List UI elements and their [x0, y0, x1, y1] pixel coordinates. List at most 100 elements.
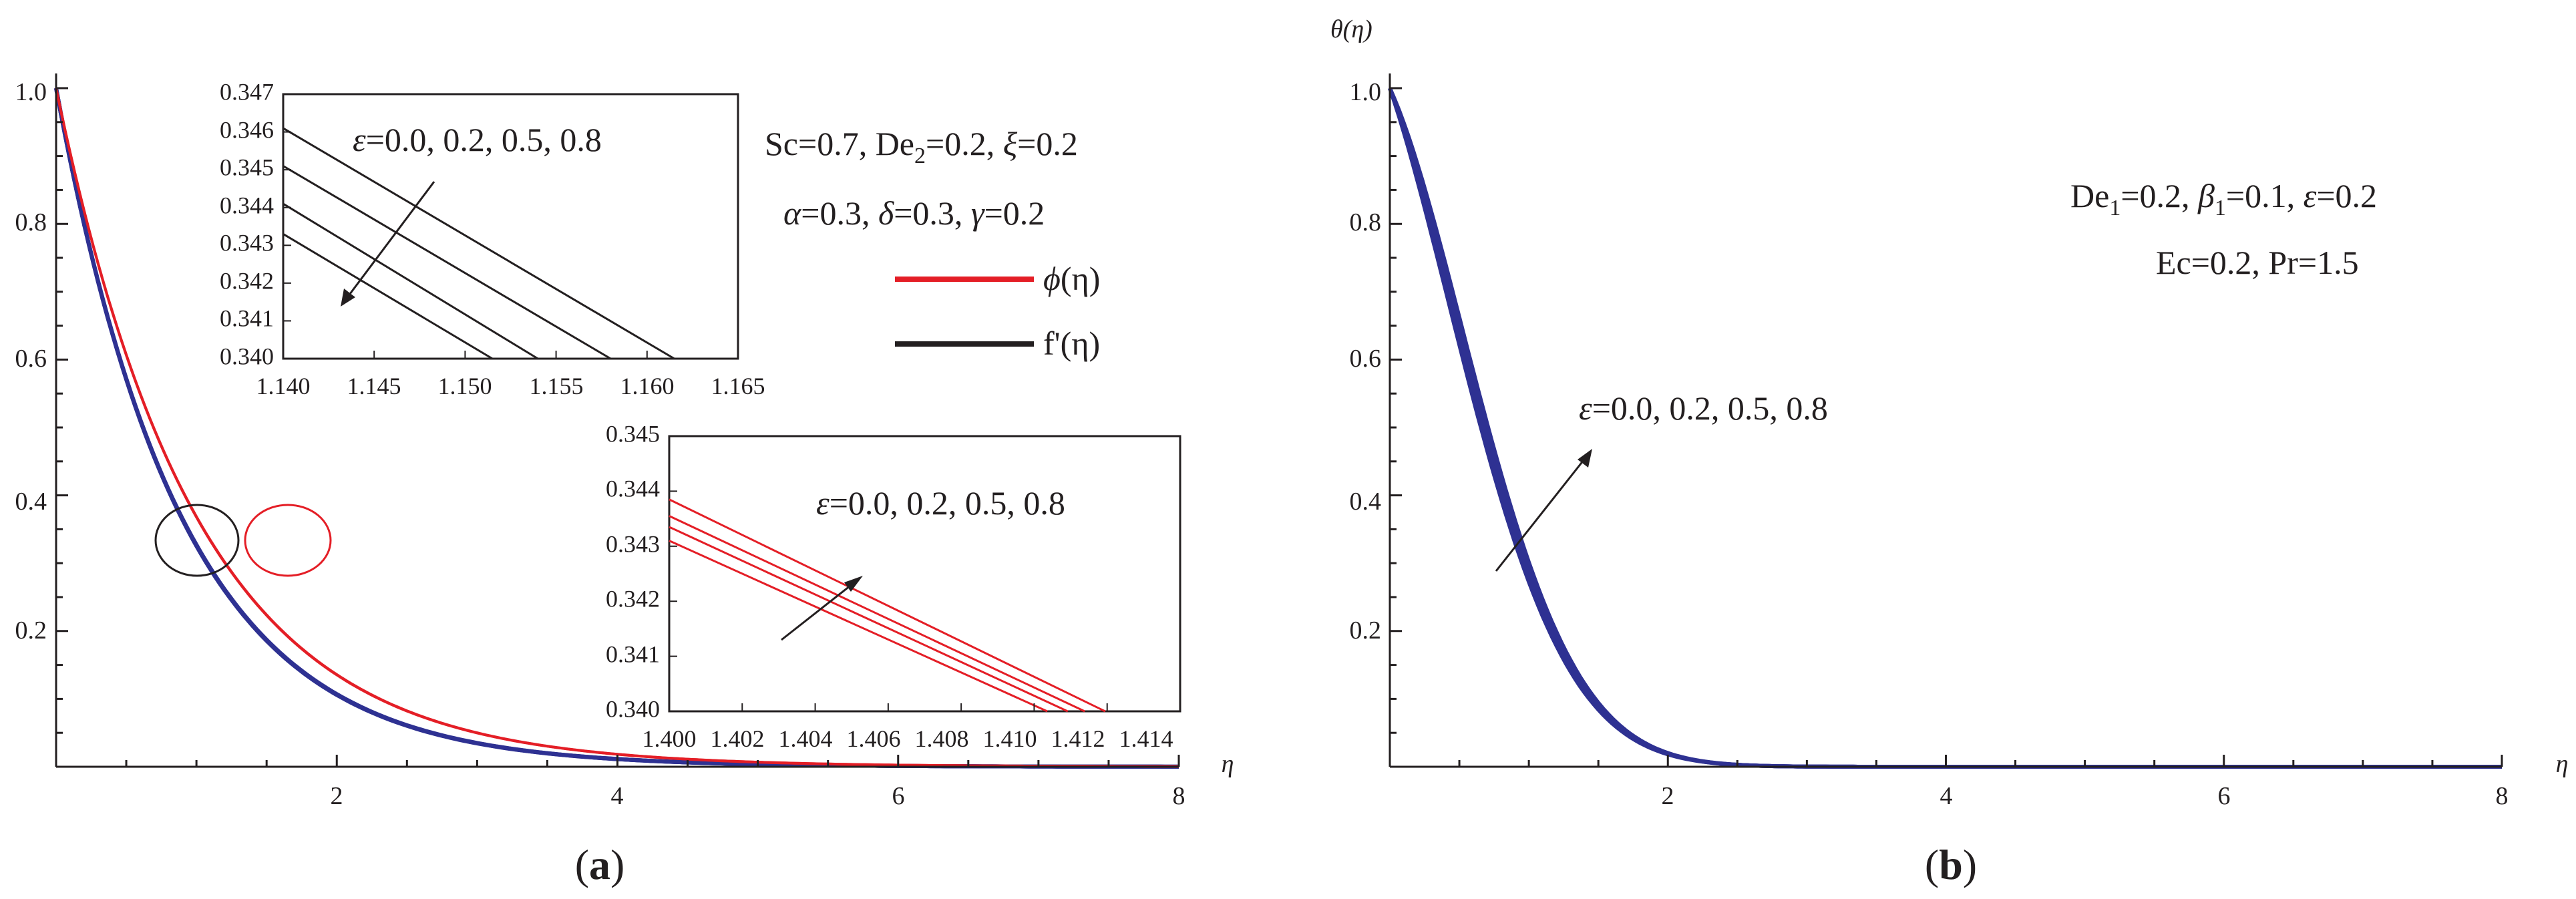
inset-top-xtick: 1.145	[347, 373, 401, 399]
inset-top-ytick: 0.345	[220, 154, 274, 180]
alpha-symbol: α	[783, 194, 802, 232]
panel-b-ytick: 0.6	[1350, 345, 1382, 373]
inset-top-arrowhead	[341, 289, 355, 307]
inset-bottom-series-line-3	[669, 540, 1048, 713]
inset-bottom-series-line-1	[669, 515, 1085, 713]
inset-bottom-arrow	[781, 580, 857, 641]
panel-b-ytick: 0.8	[1350, 208, 1382, 236]
inset-bottom-xtick: 1.414	[1119, 725, 1173, 752]
inset-bottom-xtick: 1.404	[779, 725, 833, 752]
inset-top-ytick: 0.340	[220, 343, 274, 369]
inset-top-xtick: 1.155	[530, 373, 584, 399]
inset-bottom-lines	[669, 498, 1106, 713]
panel-b-x-label: η	[2556, 750, 2569, 778]
gamma-symbol: γ	[971, 194, 985, 232]
black-ellipse-marker	[154, 504, 240, 577]
de-value: =0.2,	[2121, 177, 2198, 214]
eps-symbol: ε	[2304, 177, 2317, 214]
inset-bottom-series-line-0	[669, 498, 1106, 713]
gamma-value: =0.2	[984, 194, 1045, 232]
inset-top-ticks	[283, 94, 739, 359]
inset-bottom-xtick: 1.412	[1051, 725, 1105, 752]
inset-top-ytick: 0.343	[220, 229, 274, 256]
inset-top-series-line-1	[283, 202, 539, 360]
sc-de-text: Sc=0.7, De	[765, 125, 914, 162]
panel-b-params-line-1: De1=0.2, β1=0.1, ε=0.2	[2070, 177, 2377, 220]
inset-top: 0.340 0.341 0.342 0.343 0.344 0.345 0.34…	[220, 78, 765, 399]
panel-a-ytick: 0.4	[15, 488, 47, 516]
beta-value: =0.1,	[2226, 177, 2304, 214]
inset-bottom-ytick: 0.340	[606, 695, 660, 722]
panel-b-xtick: 8	[2496, 782, 2509, 810]
panel-b-label: (b)	[1925, 841, 1977, 888]
inset-top-arrow	[345, 181, 435, 300]
panel-a-params-line-2: α=0.3, δ=0.3, γ=0.2	[783, 194, 1045, 232]
panel-a-ytick: 0.8	[15, 208, 47, 236]
inset-bottom-arrowhead	[844, 576, 863, 592]
panel-a: 2 4 6 8 η 0.2 0.4 0.6 0.8 1.0 Sc=0.7, De…	[15, 73, 1234, 888]
panel-a-ytick: 0.6	[15, 345, 47, 373]
inset-bottom-series-line-2	[669, 526, 1069, 713]
inset-top-eps-label: ε=0.0, 0.2, 0.5, 0.8	[353, 121, 602, 158]
inset-top-ytick: 0.341	[220, 305, 274, 331]
panel-a-ytick: 1.0	[15, 78, 47, 106]
panel-b-ytick: 0.4	[1350, 488, 1382, 516]
inset-top-ytick: 0.347	[220, 78, 274, 105]
panel-a-xtick: 4	[611, 782, 624, 810]
legend-label-phi: ϕ(η)	[1043, 260, 1100, 297]
inset-bottom-ytick: 0.343	[606, 530, 660, 557]
inset-bottom-xtick: 1.400	[642, 725, 697, 752]
inset-top-xtick: 1.165	[711, 373, 765, 399]
panel-a-legend: ϕ(η) f'(η)	[895, 260, 1100, 362]
inset-bottom-ytick: 0.342	[606, 585, 660, 612]
panel-b-ytick: 1.0	[1350, 78, 1382, 106]
inset-top-series-line-2	[283, 165, 612, 360]
inset-bottom-xtick: 1.406	[847, 725, 901, 752]
de-text: De	[2070, 177, 2109, 214]
panel-a-params-line-1: Sc=0.7, De2=0.2, ξ=0.2	[765, 125, 1078, 168]
inset-bottom-frame	[668, 435, 1181, 713]
inset-bottom: 0.340 0.341 0.342 0.343 0.344 0.345 1.40…	[606, 420, 1181, 752]
inset-top-series-line-3	[283, 127, 675, 360]
panel-a-xtick: 2	[331, 782, 343, 810]
panel-b-xtick: 6	[2218, 782, 2231, 810]
panel-b-ticks	[1390, 87, 2503, 767]
inset-bottom-ytick: 0.344	[606, 475, 660, 502]
eps-value: =0.2	[2316, 177, 2377, 214]
inset-top-ytick: 0.342	[220, 267, 274, 294]
inset-top-ytick: 0.346	[220, 116, 274, 143]
panel-b-ytick: 0.2	[1350, 616, 1382, 645]
inset-top-xtick: 1.160	[620, 373, 675, 399]
beta-symbol: β	[2197, 177, 2215, 214]
panel-a-xtick: 6	[892, 782, 905, 810]
panel-b: θ(η) η 2 4 6 8 0.2 0.4 0.6 0.8 1.0 De1=0…	[1330, 15, 2568, 888]
alpha-value: =0.3,	[801, 194, 878, 232]
panel-a-ytick: 0.2	[15, 616, 47, 645]
panel-b-arrow	[1495, 456, 1588, 572]
panel-b-xtick: 4	[1940, 782, 1953, 810]
inset-top-lines	[283, 127, 675, 360]
inset-bottom-ticks	[669, 435, 1181, 712]
inset-bottom-xtick: 1.402	[711, 725, 765, 752]
de-value: =0.2,	[926, 125, 1003, 162]
inset-bottom-xtick: 1.410	[983, 725, 1037, 752]
panel-b-eps-label: ε=0.0, 0.2, 0.5, 0.8	[1579, 389, 1828, 427]
inset-top-series-line-0	[283, 233, 494, 360]
xi-value: =0.2	[1017, 125, 1078, 162]
panel-a-ticks	[56, 87, 1180, 767]
panel-a-x-label: η	[1222, 750, 1234, 778]
de-subscript: 1	[2109, 196, 2121, 220]
inset-top-frame	[282, 93, 739, 360]
panel-b-params-line-2: Ec=0.2, Pr=1.5	[2156, 244, 2359, 281]
panel-b-title: θ(η)	[1330, 15, 1372, 43]
red-ellipse-marker	[244, 504, 332, 577]
inset-top-xtick: 1.140	[256, 373, 311, 399]
panel-b-arrowhead	[1578, 449, 1592, 468]
inset-top-ytick: 0.344	[220, 192, 274, 218]
panel-a-label: (a)	[575, 841, 625, 888]
delta-symbol: δ	[878, 194, 894, 232]
inset-bottom-eps-label: ε=0.0, 0.2, 0.5, 0.8	[816, 484, 1065, 522]
panel-a-xtick: 8	[1173, 782, 1185, 810]
delta-value: =0.3,	[894, 194, 971, 232]
